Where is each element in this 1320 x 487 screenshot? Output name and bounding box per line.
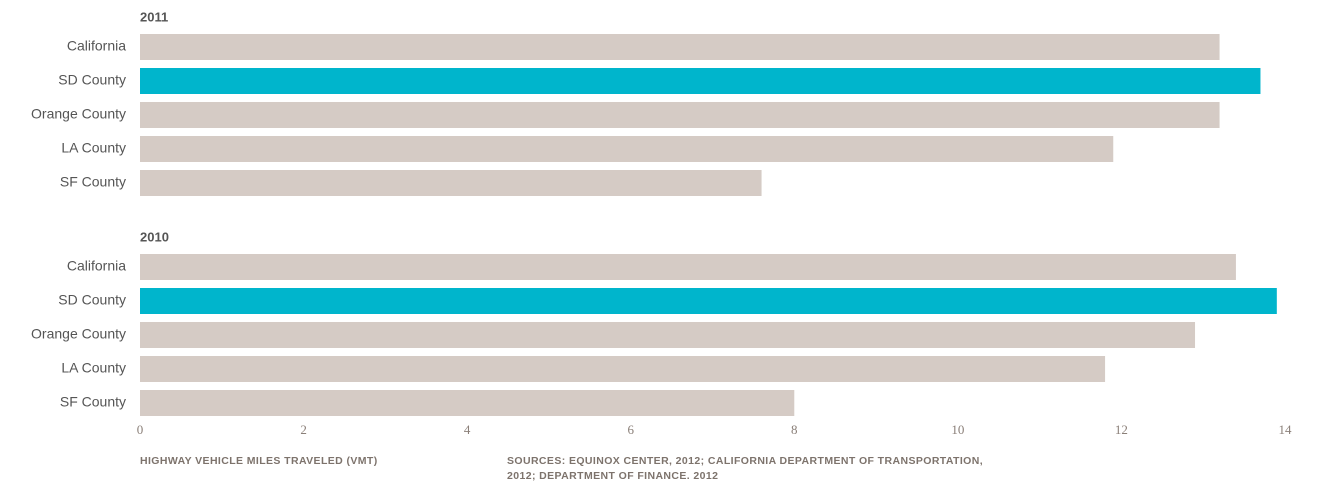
bar xyxy=(140,170,762,196)
x-axis-label: HIGHWAY VEHICLE MILES TRAVELED (VMT) xyxy=(140,455,378,467)
y-tick-label: LA County xyxy=(61,140,126,156)
y-tick-label: Orange County xyxy=(31,106,126,122)
bar xyxy=(140,390,795,416)
bar xyxy=(140,288,1277,314)
bar xyxy=(140,34,1220,60)
source-note: SOURCES: EQUINOX CENTER, 2012; CALIFORNI… xyxy=(507,455,984,482)
x-tick-label: 2 xyxy=(300,422,307,437)
group-title: 2010 xyxy=(140,229,169,244)
y-tick-label: SD County xyxy=(58,292,126,308)
bar xyxy=(140,322,1196,348)
y-tick-label: SD County xyxy=(58,72,126,88)
x-tick-label: 12 xyxy=(1115,422,1128,437)
y-tick-label: California xyxy=(67,38,126,54)
x-tick-label: 10 xyxy=(951,422,964,437)
bar xyxy=(140,68,1261,94)
x-tick-label: 4 xyxy=(464,422,471,437)
x-tick-label: 0 xyxy=(137,422,144,437)
x-tick-label: 8 xyxy=(791,422,798,437)
y-tick-label: SF County xyxy=(60,394,126,410)
bar xyxy=(140,136,1114,162)
y-tick-label: SF County xyxy=(60,174,126,190)
y-tick-label: LA County xyxy=(61,360,126,376)
y-tick-label: California xyxy=(67,258,126,274)
bar xyxy=(140,102,1220,128)
bar xyxy=(140,254,1236,280)
x-tick-label: 14 xyxy=(1279,422,1293,437)
bar xyxy=(140,356,1106,382)
x-tick-label: 6 xyxy=(627,422,634,437)
group-title: 2011 xyxy=(140,9,168,24)
y-tick-label: Orange County xyxy=(31,326,126,342)
